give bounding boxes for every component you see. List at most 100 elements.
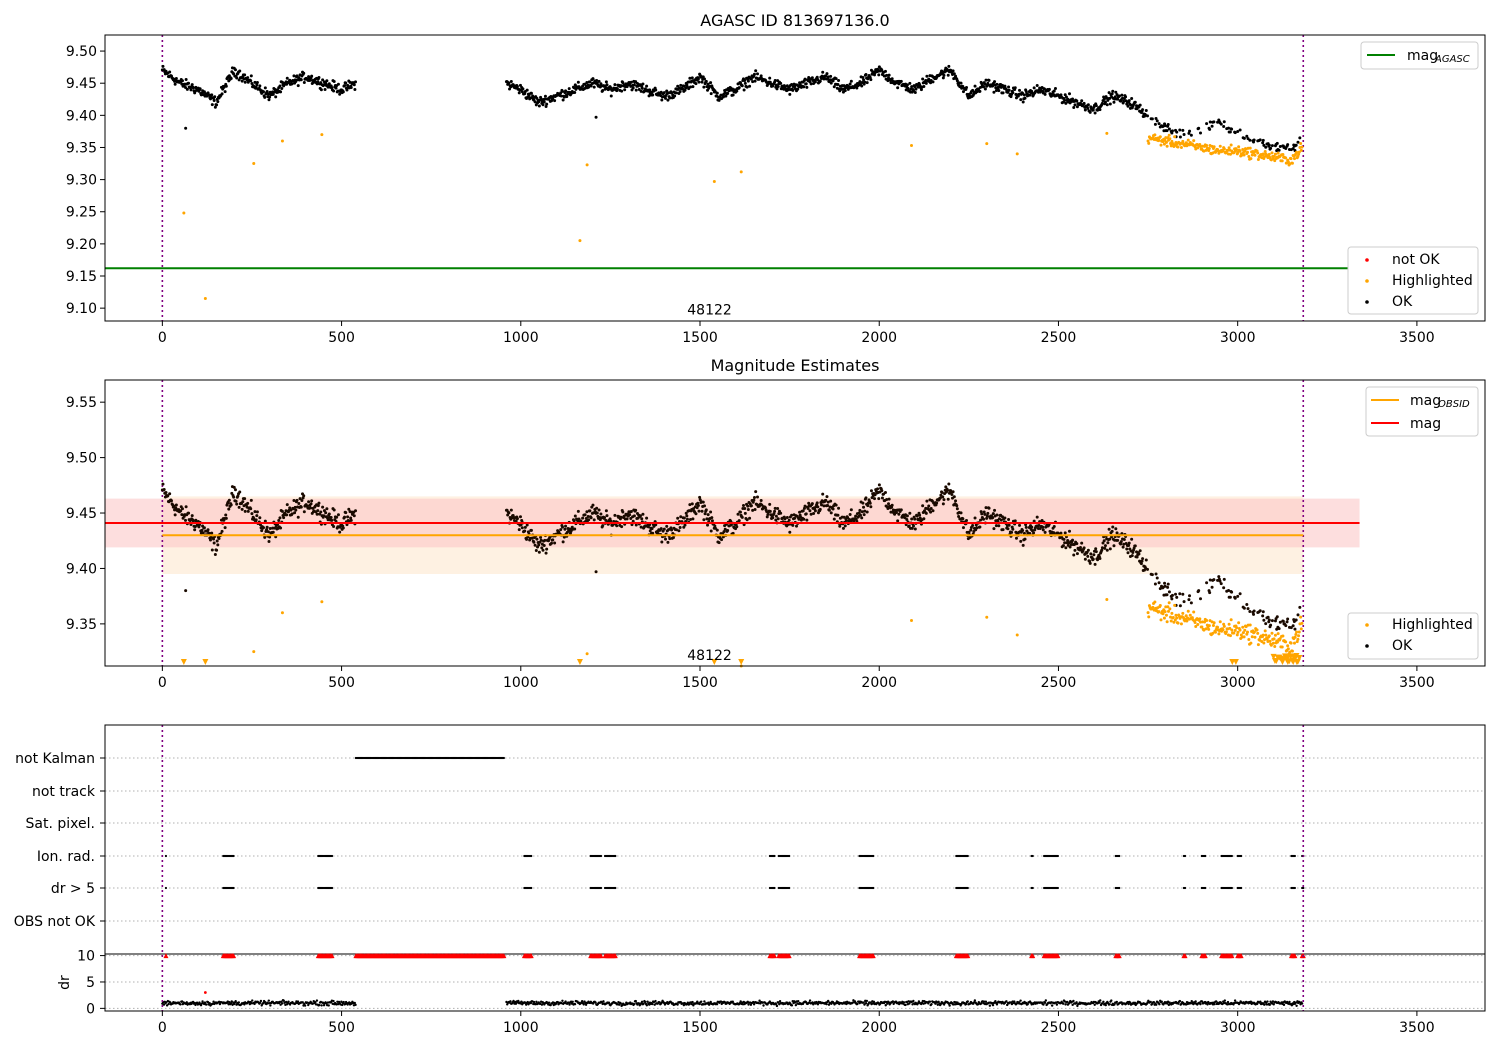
dr-point	[1064, 1003, 1067, 1006]
ok-point	[1150, 573, 1154, 577]
ok-point	[679, 83, 683, 87]
ok-point	[975, 90, 979, 94]
panel2-title: Magnitude Estimates	[711, 356, 880, 375]
ok-point	[290, 82, 294, 86]
ok-point	[863, 509, 867, 513]
ok-point	[1102, 539, 1106, 543]
ok-point	[666, 98, 670, 102]
ok-point	[623, 88, 627, 92]
ok-point	[551, 538, 555, 542]
ok-point	[813, 509, 817, 513]
ok-point	[731, 93, 735, 97]
ok-point	[1269, 146, 1273, 150]
ok-point	[302, 510, 306, 514]
ok-point	[544, 104, 548, 108]
ok-point	[663, 537, 667, 541]
ok-point	[723, 527, 727, 531]
ok-point	[775, 87, 779, 91]
ok-point	[332, 525, 336, 529]
ok-point	[983, 512, 987, 516]
ok-point	[310, 499, 314, 503]
ok-point	[518, 83, 522, 87]
ok-point	[831, 507, 835, 511]
ok-point	[349, 85, 353, 89]
ok-point	[609, 94, 613, 98]
ok-point	[1092, 553, 1096, 557]
highlighted-point	[1174, 613, 1178, 617]
dr-tick-label: 5	[86, 975, 95, 991]
ok-point	[818, 507, 822, 511]
ok-point	[507, 81, 511, 85]
highlighted-point	[320, 600, 324, 604]
ok-point	[1075, 552, 1079, 556]
ok-point	[1153, 582, 1157, 586]
ok-point	[1072, 106, 1076, 110]
ok-point	[735, 525, 739, 529]
ok-point	[184, 85, 188, 89]
ok-point	[779, 511, 783, 515]
highlighted-point	[1166, 609, 1170, 613]
highlighted-point	[1168, 137, 1172, 141]
ok-point	[1127, 541, 1131, 545]
highlighted-point	[1105, 131, 1109, 135]
highlighted-point	[1198, 617, 1202, 621]
ok-point	[788, 530, 792, 534]
dr-point	[162, 1003, 166, 1006]
ok-point	[540, 546, 544, 550]
ok-point	[683, 523, 687, 527]
highlighted-point	[1196, 146, 1200, 150]
ok-point	[646, 525, 650, 529]
ok-point	[924, 511, 928, 515]
ok-point	[202, 526, 206, 530]
ok-point	[641, 512, 645, 516]
ok-point	[1094, 550, 1098, 554]
ok-point	[1093, 111, 1097, 115]
ok-point	[308, 506, 312, 510]
ok-point	[292, 74, 296, 78]
ok-point	[613, 83, 617, 87]
ok-point	[234, 499, 238, 503]
ok-point	[1170, 129, 1174, 133]
ok-point	[207, 93, 211, 97]
dr-point	[808, 999, 812, 1002]
ok-point	[915, 514, 919, 518]
ok-point	[243, 509, 247, 513]
ok-point	[1096, 558, 1100, 562]
ok-point	[601, 524, 605, 528]
ok-point	[523, 529, 527, 533]
ok-point	[1072, 553, 1076, 557]
ok-point	[952, 495, 956, 499]
ok-point	[637, 88, 641, 92]
x-tick-label: 1000	[503, 330, 539, 346]
x-tick-label: 2500	[1041, 675, 1077, 691]
highlighted-point	[1289, 641, 1293, 645]
ok-point	[519, 523, 523, 527]
ok-point	[599, 512, 603, 516]
ok-point	[1120, 93, 1124, 97]
ok-point	[991, 516, 995, 520]
highlighted-point	[1170, 139, 1174, 143]
dr-point	[303, 1002, 306, 1005]
ok-point	[746, 508, 750, 512]
ok-point	[808, 509, 812, 513]
ok-point	[537, 550, 541, 554]
ok-point	[868, 501, 872, 505]
ok-point	[910, 526, 914, 530]
highlighted-point	[1264, 633, 1268, 637]
ok-point	[873, 73, 877, 77]
ok-point	[1219, 122, 1223, 126]
dr-point	[282, 999, 285, 1002]
ok-point	[1000, 515, 1004, 519]
dr-point	[532, 1000, 536, 1004]
ok-point	[1296, 140, 1300, 144]
highlighted-point	[1168, 607, 1172, 611]
ok-point	[825, 495, 829, 499]
ok-point	[995, 513, 999, 517]
highlighted-point	[1299, 142, 1303, 146]
highlighted-point	[1250, 153, 1254, 157]
x-tick-label: 0	[158, 675, 167, 691]
flag-point	[164, 886, 168, 890]
ok-point	[651, 93, 655, 97]
ok-point	[545, 547, 549, 551]
ok-point	[709, 529, 713, 533]
